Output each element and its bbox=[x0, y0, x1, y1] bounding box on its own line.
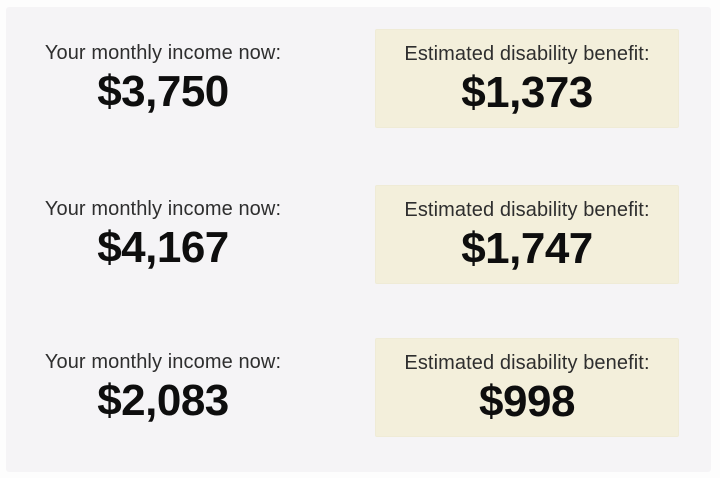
disability-benefit-stat: Estimated disability benefit: $998 bbox=[375, 338, 679, 437]
monthly-income-stat: Your monthly income now: $2,083 bbox=[11, 338, 315, 437]
disability-benefit-label: Estimated disability benefit: bbox=[404, 43, 650, 65]
monthly-income-stat: Your monthly income now: $4,167 bbox=[11, 185, 315, 284]
monthly-income-value: $4,167 bbox=[97, 223, 229, 272]
disability-benefit-label: Estimated disability benefit: bbox=[404, 199, 650, 221]
disability-benefit-value: $1,747 bbox=[461, 224, 593, 273]
disability-benefit-value: $998 bbox=[479, 377, 575, 426]
disability-benefit-label: Estimated disability benefit: bbox=[404, 352, 650, 374]
monthly-income-value: $2,083 bbox=[97, 376, 229, 425]
disability-benefit-stat: Estimated disability benefit: $1,747 bbox=[375, 185, 679, 284]
results-panel: Your monthly income now: $3,750 Estimate… bbox=[6, 7, 711, 472]
monthly-income-label: Your monthly income now: bbox=[44, 351, 282, 373]
disability-benefit-stat: Estimated disability benefit: $1,373 bbox=[375, 29, 679, 128]
result-row: Your monthly income now: $3,750 Estimate… bbox=[6, 29, 711, 128]
disability-benefit-value: $1,373 bbox=[461, 68, 593, 117]
monthly-income-label: Your monthly income now: bbox=[44, 198, 282, 220]
result-row: Your monthly income now: $4,167 Estimate… bbox=[6, 185, 711, 284]
result-row: Your monthly income now: $2,083 Estimate… bbox=[6, 338, 711, 437]
monthly-income-value: $3,750 bbox=[97, 67, 229, 116]
monthly-income-label: Your monthly income now: bbox=[44, 42, 282, 64]
monthly-income-stat: Your monthly income now: $3,750 bbox=[11, 29, 315, 128]
